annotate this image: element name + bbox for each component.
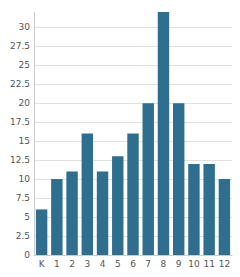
svg-text:10: 10 — [19, 174, 31, 184]
svg-text:5: 5 — [24, 212, 30, 222]
svg-text:2: 2 — [69, 259, 75, 269]
svg-text:4: 4 — [100, 259, 106, 269]
svg-text:25: 25 — [19, 60, 30, 70]
svg-text:27.5: 27.5 — [10, 41, 30, 51]
svg-text:5: 5 — [115, 259, 121, 269]
svg-text:12: 12 — [219, 259, 230, 269]
svg-text:12.5: 12.5 — [10, 155, 30, 165]
svg-text:11: 11 — [203, 259, 214, 269]
svg-text:6: 6 — [130, 259, 136, 269]
svg-text:1: 1 — [54, 259, 60, 269]
svg-text:0: 0 — [24, 250, 30, 260]
svg-text:22.5: 22.5 — [10, 79, 30, 89]
svg-text:20: 20 — [19, 98, 31, 108]
svg-text:30: 30 — [19, 22, 31, 32]
svg-text:17.5: 17.5 — [10, 117, 30, 127]
svg-text:8: 8 — [161, 259, 167, 269]
svg-text:2.5: 2.5 — [16, 231, 30, 241]
svg-text:15: 15 — [19, 136, 30, 146]
svg-text:3: 3 — [84, 259, 90, 269]
svg-text:7: 7 — [145, 259, 151, 269]
svg-text:10: 10 — [188, 259, 200, 269]
svg-text:K: K — [39, 259, 46, 269]
svg-text:7.5: 7.5 — [16, 193, 30, 203]
svg-text:9: 9 — [176, 259, 182, 269]
